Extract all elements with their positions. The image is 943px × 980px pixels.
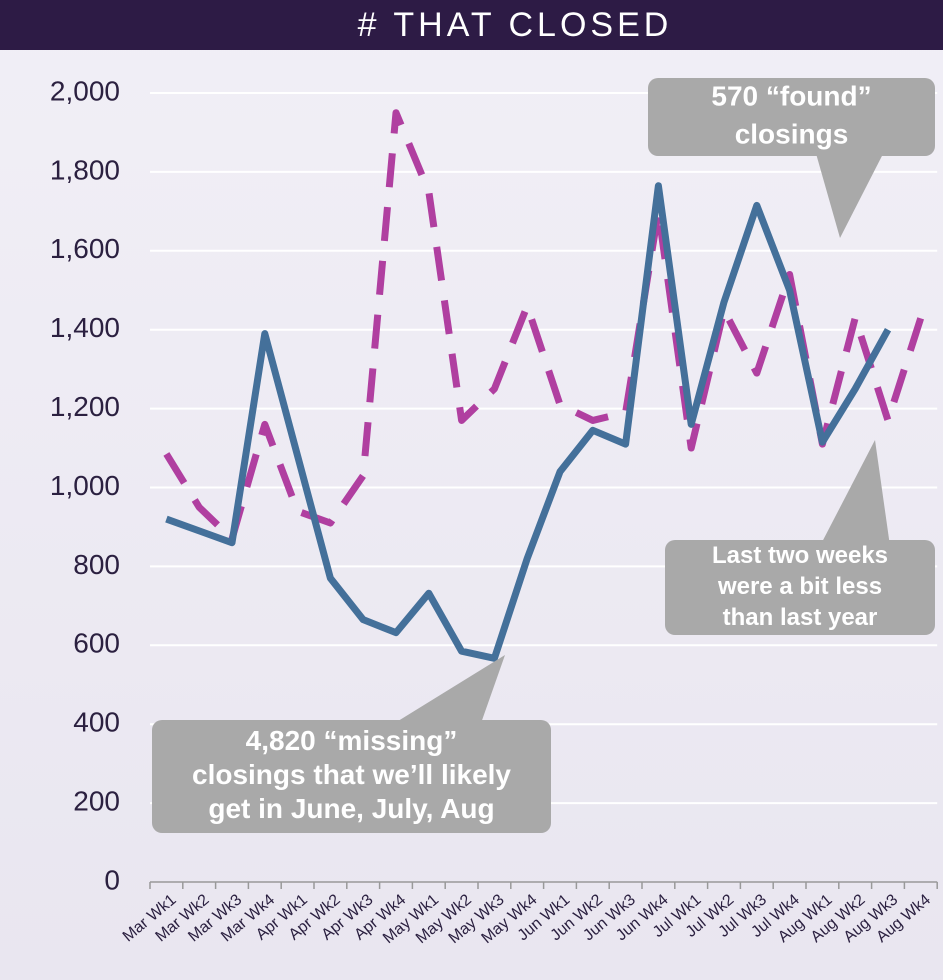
callout-box [665, 540, 935, 635]
y-tick-label: 800 [73, 549, 120, 580]
annotation-text: closings [735, 118, 849, 149]
callout-pointer [820, 440, 890, 546]
y-tick-label: 400 [73, 707, 120, 738]
y-tick-label: 1,600 [50, 233, 120, 264]
y-tick-label: 600 [73, 628, 120, 659]
callout-box [152, 720, 551, 833]
y-tick-label: 2,000 [50, 75, 120, 106]
y-tick-label: 1,200 [50, 391, 120, 422]
annotation-text: were a bit less [717, 573, 882, 600]
annotation-text: get in June, July, Aug [208, 793, 494, 824]
chart-title: # THAT CLOSED [358, 6, 673, 44]
callout-box [648, 78, 935, 156]
callout-pointer [390, 655, 505, 726]
y-tick-label: 1,800 [50, 154, 120, 185]
y-tick-label: 200 [73, 785, 120, 816]
title-bar [0, 0, 943, 50]
annotation-text: Last two weeks [712, 542, 888, 569]
y-tick-label: 0 [104, 864, 120, 895]
callout-pointer [815, 150, 885, 238]
annotation-text: 4,820 “missing” [246, 725, 458, 756]
annotation-text: 570 “found” [711, 80, 871, 111]
y-tick-label: 1,000 [50, 470, 120, 501]
annotation-text: than last year [723, 604, 878, 631]
series-line [165, 182, 892, 662]
y-tick-label: 1,400 [50, 312, 120, 343]
annotation-text: closings that we’ll likely [192, 759, 511, 790]
